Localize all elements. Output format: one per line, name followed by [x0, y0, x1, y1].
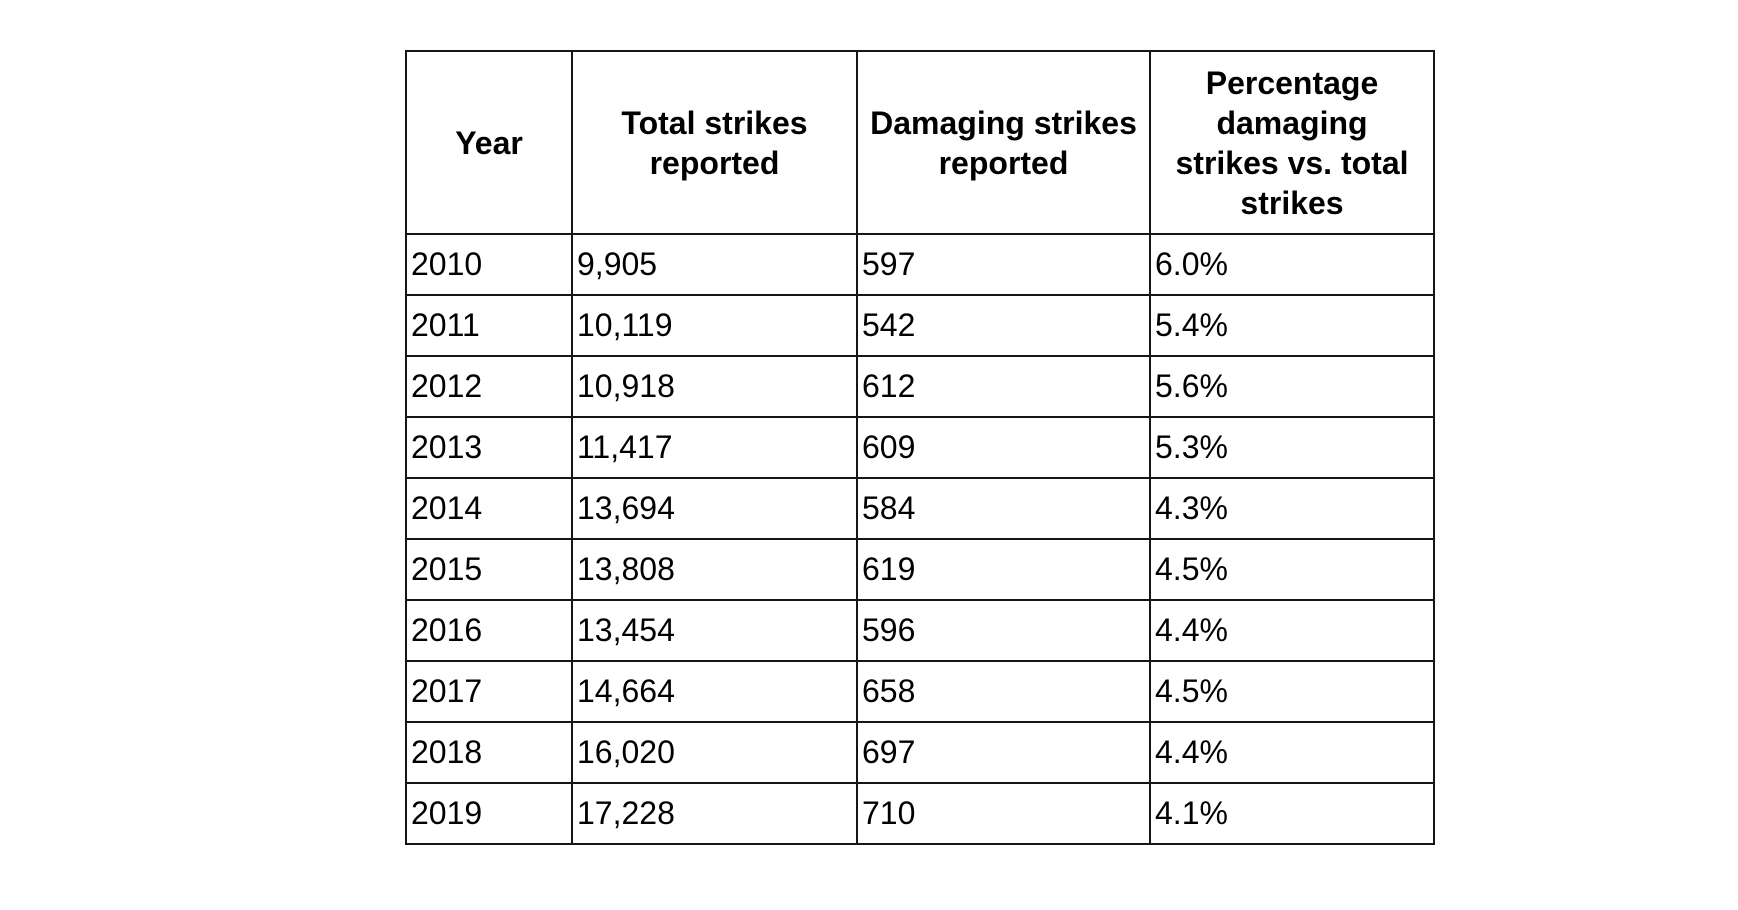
- year-cell: 2015: [405, 538, 573, 601]
- year-cell: 2019: [405, 782, 573, 845]
- total-strikes-cell: 13,454: [571, 599, 858, 662]
- total-strikes-cell: 16,020: [571, 721, 858, 784]
- table-row: 2013 11,417 609 5.3%: [405, 416, 1435, 479]
- damaging-strikes-cell: 619: [856, 538, 1151, 601]
- total-strikes-cell: 9,905: [571, 233, 858, 296]
- column-header-total-strikes: Total strikes reported: [571, 50, 858, 235]
- column-header-year: Year: [405, 50, 573, 235]
- year-cell: 2010: [405, 233, 573, 296]
- table-row: 2010 9,905 597 6.0%: [405, 233, 1435, 296]
- table-row: 2014 13,694 584 4.3%: [405, 477, 1435, 540]
- percentage-cell: 4.4%: [1149, 599, 1435, 662]
- column-header-label: Percentage damaging strikes vs. total st…: [1175, 64, 1409, 221]
- percentage-cell: 5.4%: [1149, 294, 1435, 357]
- table-row: 2019 17,228 710 4.1%: [405, 782, 1435, 845]
- year-cell: 2017: [405, 660, 573, 723]
- header-row: Year Total strikes reported Damaging str…: [405, 50, 1435, 235]
- table-row: 2018 16,020 697 4.4%: [405, 721, 1435, 784]
- strike-statistics-table: Year Total strikes reported Damaging str…: [405, 50, 1435, 845]
- table-row: 2012 10,918 612 5.6%: [405, 355, 1435, 418]
- strike-table-container: Year Total strikes reported Damaging str…: [405, 50, 1435, 845]
- column-header-percentage: Percentage damaging strikes vs. total st…: [1149, 50, 1435, 235]
- percentage-cell: 6.0%: [1149, 233, 1435, 296]
- total-strikes-cell: 14,664: [571, 660, 858, 723]
- damaging-strikes-cell: 697: [856, 721, 1151, 784]
- damaging-strikes-cell: 597: [856, 233, 1151, 296]
- total-strikes-cell: 10,918: [571, 355, 858, 418]
- column-header-damaging-strikes: Damaging strikes reported: [856, 50, 1151, 235]
- percentage-cell: 4.5%: [1149, 660, 1435, 723]
- percentage-cell: 4.4%: [1149, 721, 1435, 784]
- year-cell: 2013: [405, 416, 573, 479]
- percentage-cell: 4.3%: [1149, 477, 1435, 540]
- damaging-strikes-cell: 542: [856, 294, 1151, 357]
- damaging-strikes-cell: 609: [856, 416, 1151, 479]
- year-cell: 2014: [405, 477, 573, 540]
- table-row: 2011 10,119 542 5.4%: [405, 294, 1435, 357]
- year-cell: 2011: [405, 294, 573, 357]
- total-strikes-cell: 13,808: [571, 538, 858, 601]
- year-cell: 2012: [405, 355, 573, 418]
- percentage-cell: 4.5%: [1149, 538, 1435, 601]
- column-header-label: Damaging strikes reported: [870, 104, 1137, 181]
- damaging-strikes-cell: 710: [856, 782, 1151, 845]
- damaging-strikes-cell: 584: [856, 477, 1151, 540]
- total-strikes-cell: 17,228: [571, 782, 858, 845]
- column-header-label: Year: [455, 124, 523, 161]
- percentage-cell: 5.6%: [1149, 355, 1435, 418]
- table-row: 2016 13,454 596 4.4%: [405, 599, 1435, 662]
- year-cell: 2016: [405, 599, 573, 662]
- table-row: 2015 13,808 619 4.5%: [405, 538, 1435, 601]
- percentage-cell: 4.1%: [1149, 782, 1435, 845]
- table-body: 2010 9,905 597 6.0% 2011 10,119 542 5.4% 2012 10,…: [405, 233, 1435, 845]
- total-strikes-cell: 13,694: [571, 477, 858, 540]
- damaging-strikes-cell: 596: [856, 599, 1151, 662]
- damaging-strikes-cell: 612: [856, 355, 1151, 418]
- total-strikes-cell: 11,417: [571, 416, 858, 479]
- year-cell: 2018: [405, 721, 573, 784]
- damaging-strikes-cell: 658: [856, 660, 1151, 723]
- table-row: 2017 14,664 658 4.5%: [405, 660, 1435, 723]
- percentage-cell: 5.3%: [1149, 416, 1435, 479]
- total-strikes-cell: 10,119: [571, 294, 858, 357]
- column-header-label: Total strikes reported: [621, 104, 808, 181]
